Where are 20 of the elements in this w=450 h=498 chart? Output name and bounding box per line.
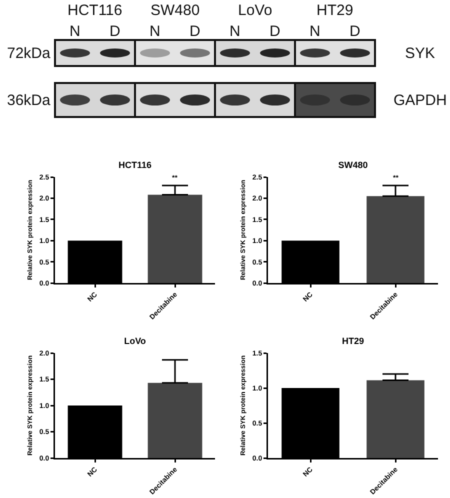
text: D	[110, 22, 120, 40]
text: N	[230, 22, 240, 40]
chart-title: HT29	[342, 336, 364, 346]
chart-title: LoVo	[124, 336, 146, 346]
text: HT29	[316, 2, 354, 18]
text: SYK	[405, 44, 436, 62]
text: N	[150, 22, 160, 40]
text: D	[270, 22, 280, 40]
text: N	[310, 22, 320, 40]
text: D	[350, 22, 360, 40]
chart-title: HCT116	[118, 160, 152, 170]
text: N	[70, 22, 80, 40]
text: HCT116	[68, 2, 122, 18]
text: 36kDa	[7, 92, 50, 108]
text: 72kDa	[7, 44, 50, 62]
text: D	[190, 22, 200, 40]
text: GAPDH	[394, 92, 447, 108]
chart-title: SW480	[338, 160, 368, 170]
text: LoVo	[238, 2, 272, 18]
text: SW480	[150, 2, 200, 18]
